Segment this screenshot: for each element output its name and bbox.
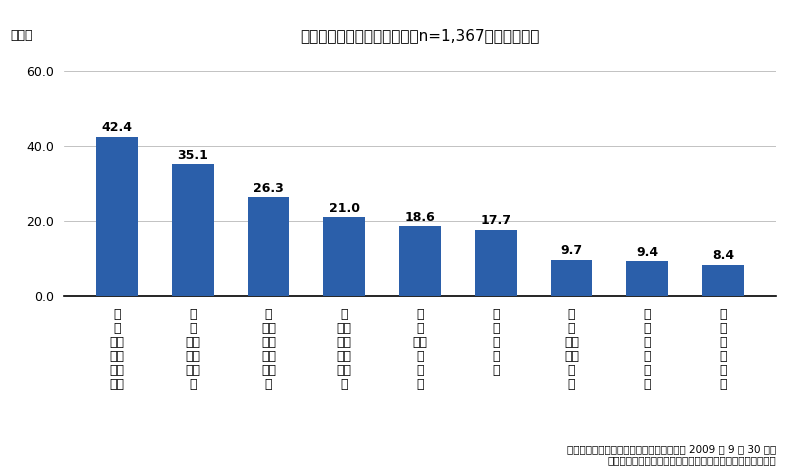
Text: 18.6: 18.6 [405,211,435,224]
Text: 26.3: 26.3 [254,182,284,195]
Text: 8.4: 8.4 [712,249,734,262]
Text: 42.4: 42.4 [102,121,133,134]
Text: （％）: （％） [10,29,33,42]
Bar [399,226,441,296]
Bar [172,164,214,296]
Text: 35.1: 35.1 [178,149,208,162]
Title: 新規開業の場合の開業動機（n=1,367／複数回答）: 新規開業の場合の開業動機（n=1,367／複数回答） [300,29,540,44]
Text: 21.0: 21.0 [329,202,360,215]
Bar [323,217,365,296]
Bar [550,259,592,296]
Bar [702,265,744,296]
Text: 17.7: 17.7 [480,214,511,227]
Text: 9.4: 9.4 [636,245,658,258]
Text: 9.7: 9.7 [560,244,582,258]
Text: 出典：社団法人日本医師会「定例記者発表 2009 年 9 月 30 日」
開業動機と開業医（開設者）の実情に関するアンケート調査: 出典：社団法人日本医師会「定例記者発表 2009 年 9 月 30 日」 開業動… [566,444,776,465]
Bar [626,261,668,296]
Bar [96,137,138,296]
Bar [475,229,517,296]
Bar [248,197,290,296]
